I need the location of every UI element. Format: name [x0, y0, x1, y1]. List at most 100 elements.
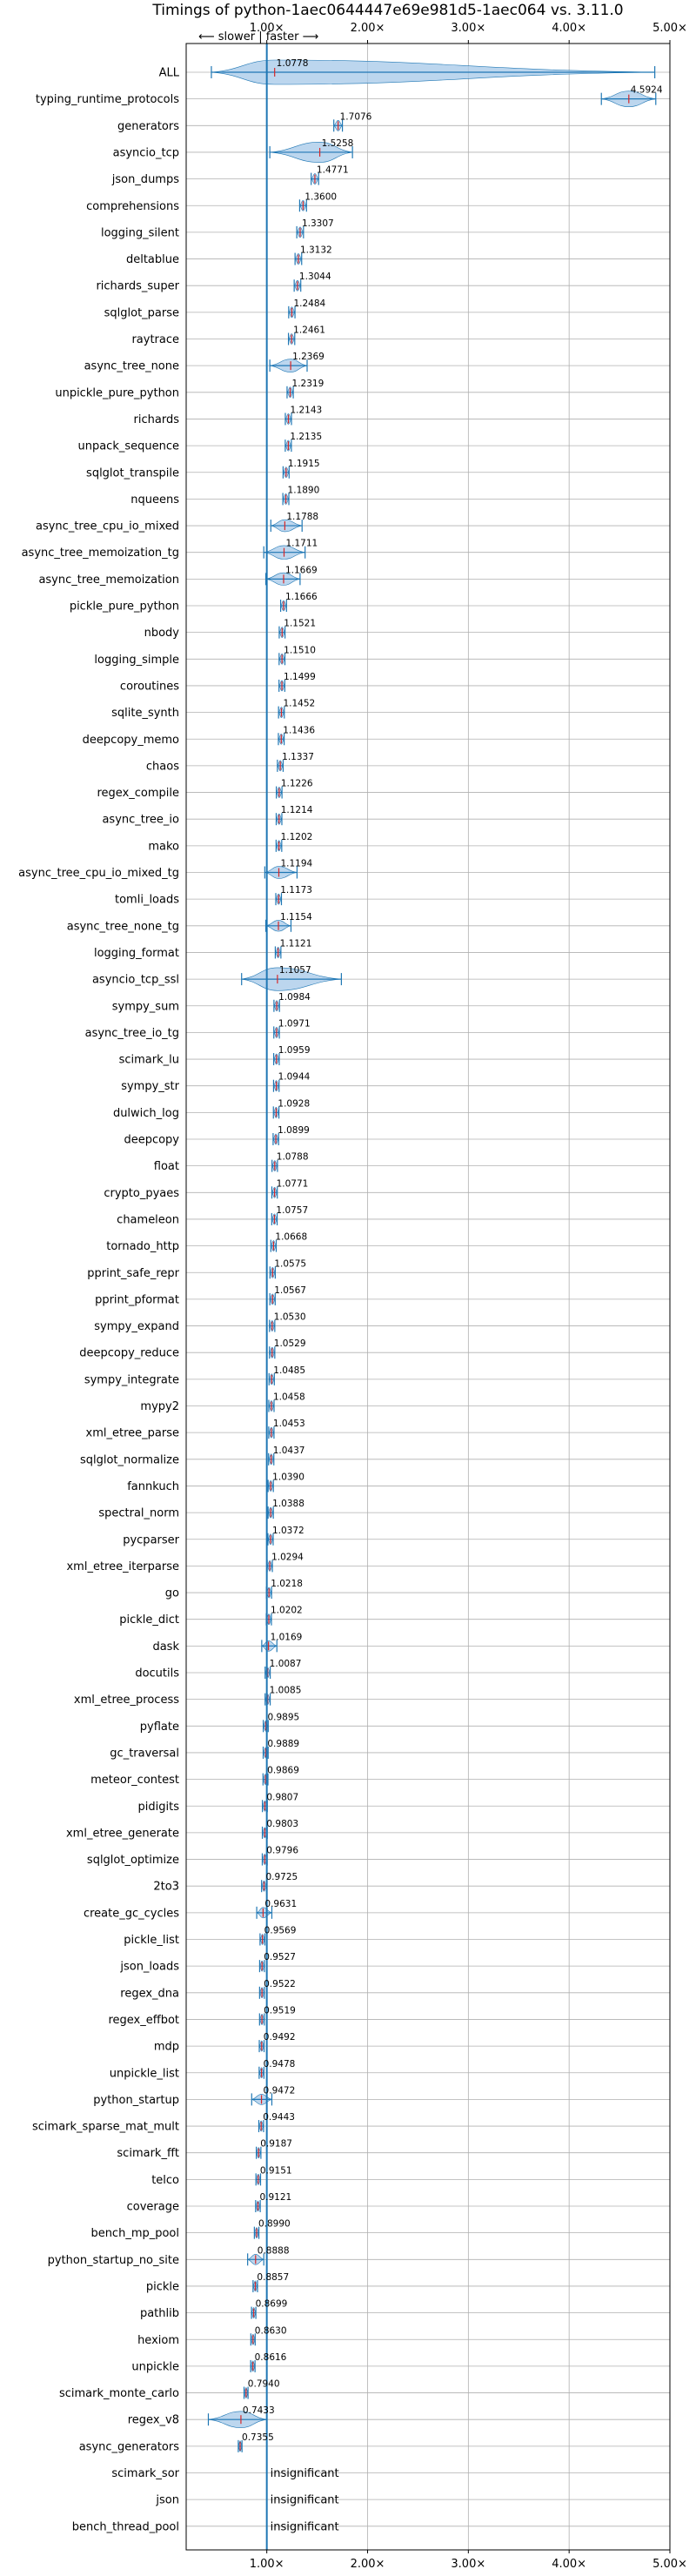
value-label: 0.8699	[256, 2299, 288, 2310]
category-label: logging_silent	[101, 226, 179, 239]
category-label: pickle_list	[124, 1934, 179, 1947]
x-tick-label-bottom: 4.00×	[552, 2558, 586, 2571]
category-label: tomli_loads	[115, 894, 179, 907]
value-label: 0.9121	[259, 2192, 291, 2203]
category-label: json	[155, 2494, 179, 2507]
category-label: async_tree_memoization	[38, 574, 179, 587]
value-label: 0.8888	[258, 2245, 290, 2256]
category-label: coroutines	[120, 680, 179, 693]
category-label: asyncio_tcp_ssl	[92, 974, 179, 987]
value-label: 1.2461	[293, 325, 325, 336]
value-label: 1.2369	[292, 352, 325, 362]
category-label: logging_format	[94, 947, 179, 960]
category-label: sqlglot_transpile	[86, 466, 179, 480]
category-label: tornado_http	[106, 1240, 179, 1253]
category-label: scimark_lu	[119, 1054, 179, 1067]
category-label: json_loads	[119, 1961, 179, 1974]
category-label: raytrace	[131, 333, 179, 346]
category-label: gc_traversal	[110, 1747, 179, 1760]
category-label: python_startup	[93, 2094, 179, 2107]
value-label: 1.0453	[273, 1419, 305, 1429]
category-label: async_tree_io	[102, 814, 179, 827]
category-label: async_tree_memoization_tg	[22, 547, 179, 560]
value-label: 1.0944	[278, 1072, 311, 1083]
category-label: xml_etree_process	[74, 1694, 179, 1707]
value-label: 1.0757	[276, 1205, 308, 1216]
value-label: 1.0485	[273, 1365, 305, 1376]
value-label: 1.0202	[271, 1606, 303, 1616]
category-label: unpickle	[131, 2360, 179, 2373]
value-label: 1.1711	[285, 539, 318, 549]
value-label: 0.9569	[264, 1926, 297, 1936]
category-label: scimark_sparse_mat_mult	[32, 2121, 179, 2134]
category-label: sympy_str	[121, 1080, 179, 1093]
value-label: 1.1436	[283, 725, 315, 735]
category-label: sympy_expand	[94, 1320, 179, 1333]
category-label: dask	[152, 1640, 179, 1654]
chart-title: Timings of python-1aec0644447e69e981d5-1…	[151, 2, 623, 19]
category-label: hexiom	[137, 2334, 179, 2347]
value-label: 1.1226	[281, 779, 313, 789]
category-label: richards	[134, 413, 180, 426]
category-label: create_gc_cycles	[84, 1907, 179, 1920]
category-label: xml_etree_iterparse	[66, 1560, 179, 1573]
value-label: 1.1337	[282, 752, 314, 762]
value-label: 1.0087	[270, 1659, 302, 1669]
category-label: json_dumps	[111, 173, 179, 186]
category-label: unpickle_list	[110, 2067, 179, 2080]
value-label: 0.9151	[260, 2165, 292, 2176]
value-label: 0.9519	[264, 2005, 296, 2016]
value-label: 1.0390	[272, 1472, 304, 1482]
category-label: mdp	[154, 2041, 179, 2054]
category-label: richards_super	[96, 280, 179, 293]
category-label: scimark_monte_carlo	[59, 2387, 179, 2400]
value-label: 1.0388	[272, 1499, 304, 1509]
value-label: 1.1666	[285, 592, 318, 602]
category-label: sqlglot_parse	[104, 306, 179, 319]
value-label: 0.9807	[266, 1792, 298, 1802]
category-label: crypto_pyaes	[104, 1187, 179, 1200]
category-label: scimark_fft	[117, 2147, 179, 2160]
value-label: 1.2484	[293, 299, 325, 309]
value-label: 1.5258	[322, 138, 354, 149]
x-tick-label-top: 2.00×	[351, 22, 385, 35]
category-label: chameleon	[117, 1213, 179, 1226]
category-label: ALL	[159, 67, 180, 80]
category-label: bench_mp_pool	[90, 2227, 179, 2240]
category-label: nbody	[144, 627, 180, 640]
value-label: 1.1173	[280, 885, 312, 896]
value-label: 0.9631	[264, 1899, 297, 1909]
category-label: float	[154, 1160, 179, 1173]
category-label: pyflate	[140, 1721, 179, 1734]
value-label: 1.0567	[274, 1285, 306, 1296]
category-label: pycparser	[123, 1533, 179, 1546]
x-tick-label-top: 1.00×	[250, 22, 284, 35]
value-label: 0.7355	[242, 2432, 274, 2443]
value-label: 0.9796	[266, 1846, 298, 1856]
value-label: 1.3307	[302, 218, 334, 229]
x-tick-label-bottom: 2.00×	[351, 2558, 385, 2571]
value-label: 1.0294	[271, 1552, 304, 1562]
value-label: 1.0218	[271, 1579, 303, 1589]
value-label: 1.1121	[280, 938, 312, 949]
category-label: asyncio_tcp	[113, 146, 179, 159]
value-label: 0.9725	[265, 1872, 298, 1882]
value-label: 1.0169	[271, 1632, 303, 1642]
value-label: 0.7940	[248, 2379, 280, 2390]
value-label: 0.8990	[258, 2219, 291, 2230]
category-label: sympy_sum	[112, 1000, 179, 1013]
value-label: 1.0372	[272, 1526, 304, 1536]
value-label: 1.4771	[317, 165, 349, 176]
category-label: sqlglot_normalize	[80, 1453, 179, 1466]
value-label: 1.0529	[274, 1338, 306, 1349]
insignificant-label: insignificant	[271, 2494, 339, 2507]
value-label: 0.8616	[255, 2352, 287, 2363]
value-label: 1.0788	[277, 1152, 309, 1163]
value-label: 1.0771	[277, 1178, 309, 1189]
value-label: 0.9889	[267, 1739, 299, 1749]
category-label: deepcopy_reduce	[79, 1347, 179, 1360]
value-label: 1.1890	[288, 485, 320, 495]
category-label: pickle_dict	[119, 1613, 179, 1627]
value-label: 0.9187	[260, 2139, 292, 2150]
